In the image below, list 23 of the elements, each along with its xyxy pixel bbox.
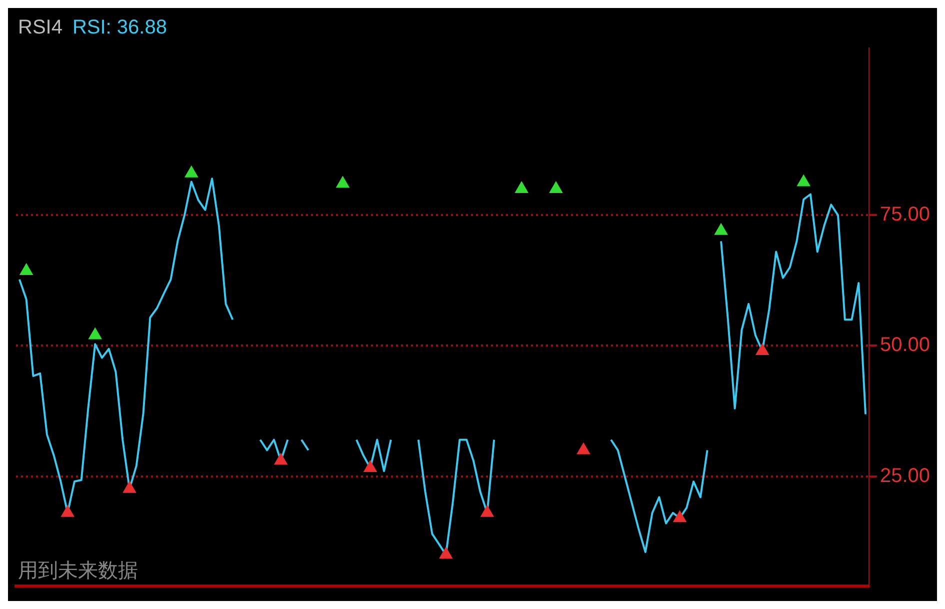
point xyxy=(576,442,590,454)
y-tick-label: 75.00 xyxy=(880,204,930,226)
point xyxy=(122,481,136,493)
point xyxy=(515,182,528,194)
point xyxy=(439,547,452,559)
point xyxy=(549,182,563,194)
point xyxy=(480,505,494,517)
y-tick-label: 25.00 xyxy=(880,464,930,487)
point xyxy=(336,176,350,188)
point xyxy=(88,328,102,340)
point xyxy=(714,223,728,235)
point xyxy=(797,174,810,186)
point xyxy=(20,264,33,276)
annotation: 用到未来数据 xyxy=(18,558,138,582)
point xyxy=(184,166,198,178)
text: RSI: 36.88 xyxy=(72,16,167,39)
chart-title: RSI4 xyxy=(18,16,62,39)
y-tick-label: 50.00 xyxy=(880,334,930,356)
point xyxy=(673,510,686,522)
point xyxy=(756,343,769,355)
point xyxy=(61,505,74,517)
point xyxy=(274,453,288,465)
point xyxy=(364,460,377,472)
